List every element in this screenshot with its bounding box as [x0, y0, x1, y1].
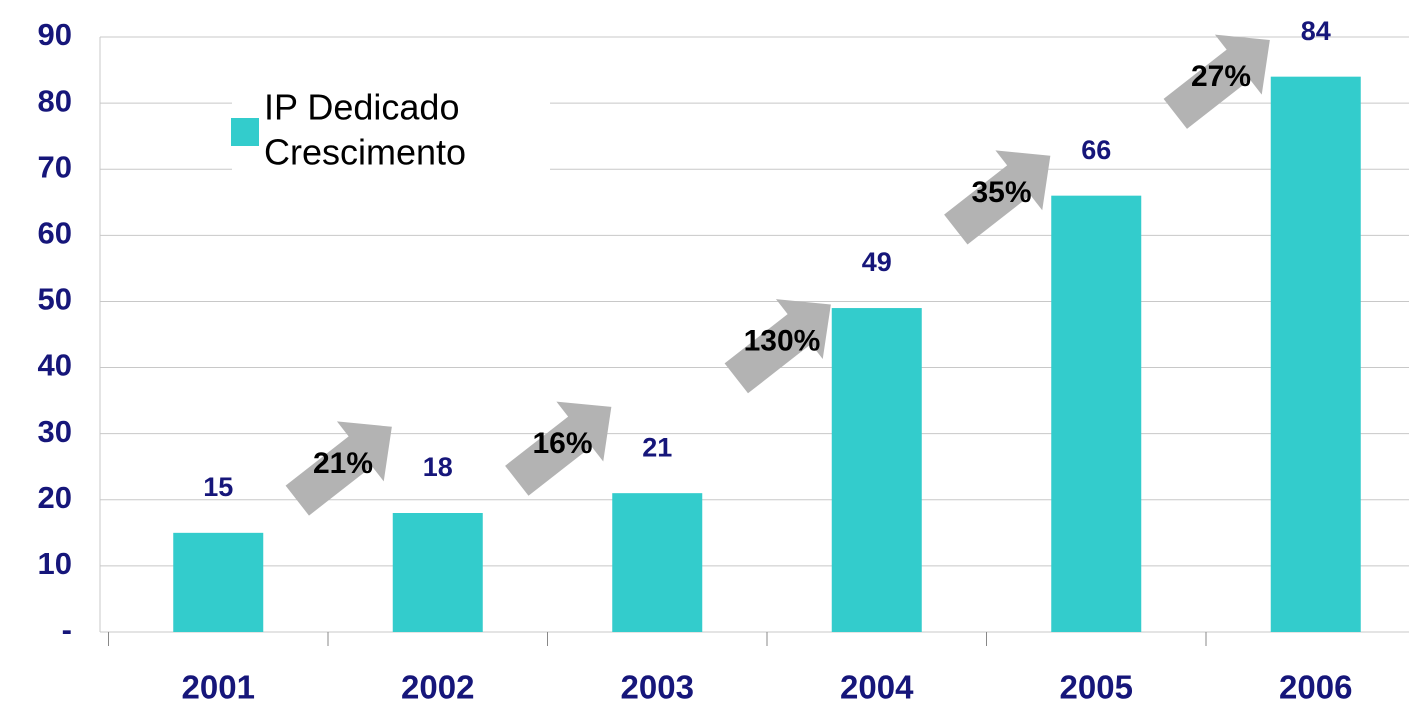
- legend-label: IP Dedicado: [264, 87, 459, 128]
- growth-arrow: [1163, 34, 1270, 129]
- value-label: 15: [203, 472, 233, 502]
- growth-label: 21%: [313, 447, 373, 480]
- y-tick-label: 60: [38, 216, 72, 251]
- y-tick-label: 40: [38, 348, 72, 383]
- legend-background: [232, 88, 550, 182]
- y-tick-label: 70: [38, 149, 72, 184]
- y-tick-label: 30: [38, 414, 72, 449]
- bar: [612, 493, 703, 632]
- growth-label: 16%: [532, 427, 592, 460]
- y-tick-label: 80: [38, 83, 72, 118]
- growth-label: 27%: [1191, 60, 1251, 93]
- y-tick-label: 10: [38, 546, 72, 581]
- value-label: 84: [1301, 16, 1331, 46]
- bar: [831, 308, 922, 632]
- growth-arrow: [285, 421, 392, 516]
- plot: - 10 20 30 40 50 60 70 80 90 2001 15 2002 18 2003 21 200…: [38, 16, 1361, 706]
- value-label: 66: [1081, 135, 1111, 165]
- x-tick-label: 2004: [840, 669, 914, 706]
- y-tick-label: 20: [38, 480, 72, 515]
- growth-label: 35%: [971, 176, 1031, 209]
- value-label: 18: [423, 452, 453, 482]
- y-tick-label: 90: [38, 17, 72, 52]
- bar: [173, 532, 264, 632]
- x-tick-label: 2006: [1279, 669, 1352, 706]
- legend-label: Crescimento: [264, 132, 466, 173]
- x-tick-label: 2001: [182, 669, 255, 706]
- growth-arrow: [505, 401, 612, 496]
- growth-arrow: [944, 150, 1051, 245]
- legend-swatch: [231, 118, 259, 146]
- x-tick-label: 2002: [401, 669, 474, 706]
- growth-label: 130%: [744, 325, 821, 358]
- x-tick-label: 2005: [1060, 669, 1133, 706]
- y-tick-label: 50: [38, 282, 72, 317]
- x-tick-label: 2003: [621, 669, 694, 706]
- bar: [1270, 76, 1361, 632]
- y-tick-label: -: [62, 612, 72, 647]
- value-label: 49: [862, 247, 892, 277]
- growth-arrow: [724, 299, 831, 394]
- value-label: 21: [642, 432, 672, 462]
- bar: [1051, 195, 1142, 632]
- bar: [392, 513, 483, 632]
